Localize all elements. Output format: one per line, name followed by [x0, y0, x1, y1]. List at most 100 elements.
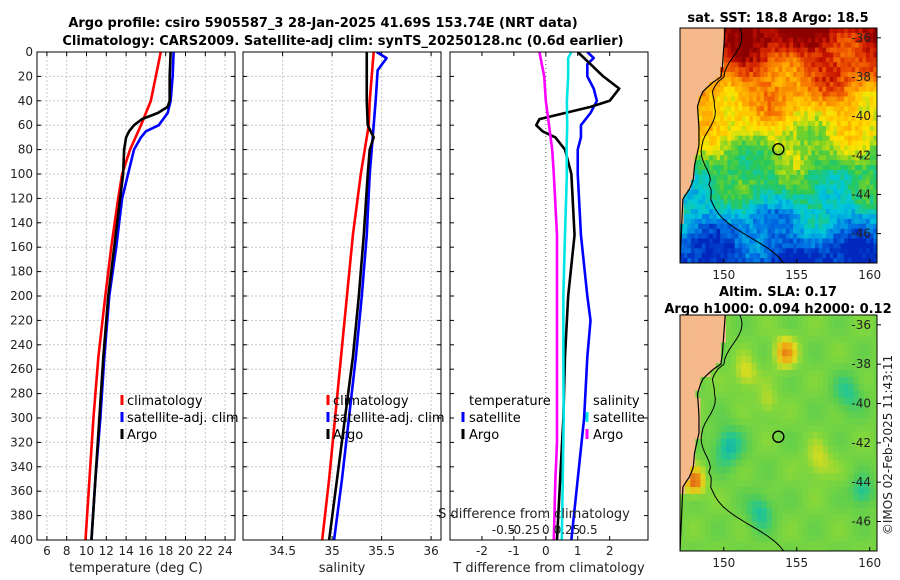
map-cell	[789, 184, 794, 191]
map-cell	[680, 165, 685, 171]
map-cell	[736, 466, 742, 474]
map-cell	[777, 356, 783, 364]
map-cell	[712, 179, 718, 186]
map-cell	[716, 174, 721, 181]
map-cell	[851, 223, 856, 230]
map-cell	[701, 233, 707, 240]
map-cell	[694, 81, 699, 88]
map-cell	[833, 106, 838, 112]
map-cell	[862, 204, 867, 210]
map-cell	[792, 370, 799, 378]
map-cell	[698, 86, 703, 93]
map-cell	[825, 243, 831, 249]
map-cell	[787, 321, 793, 330]
map-cell	[807, 233, 812, 240]
map-cell	[823, 500, 829, 509]
map-cell	[796, 194, 801, 200]
map-cell	[807, 194, 812, 200]
map-cell	[771, 140, 776, 147]
map-cell	[705, 315, 712, 323]
map-cell	[836, 37, 842, 44]
map-cell	[829, 140, 834, 147]
map-cell	[866, 28, 871, 34]
map-cell	[694, 199, 699, 205]
map-cell	[858, 493, 865, 502]
map-cell	[771, 111, 776, 117]
map-cell	[814, 160, 820, 166]
map-cell	[752, 28, 758, 34]
legend-label: Argo	[333, 428, 363, 443]
map-cell	[756, 438, 763, 447]
map-cell	[741, 459, 747, 468]
map-cell	[829, 145, 834, 151]
map-cell	[836, 62, 842, 68]
map-cell	[869, 194, 874, 200]
map-cell	[690, 363, 696, 371]
map-cell	[715, 473, 722, 481]
map-cell	[727, 111, 732, 117]
map-cell	[782, 335, 788, 344]
series-line-climatology	[320, 52, 375, 540]
map-cell	[766, 418, 773, 426]
map-cell	[741, 487, 747, 495]
map-cell	[705, 86, 710, 93]
map-cell	[751, 459, 758, 468]
map-cell	[751, 487, 758, 495]
map-cell	[731, 169, 736, 176]
map-cell	[873, 218, 877, 225]
map-cell	[771, 130, 776, 137]
map-cell	[705, 418, 712, 426]
map-cell	[800, 223, 805, 230]
map-cell	[869, 96, 874, 103]
map-cell	[797, 452, 804, 461]
map-cell	[802, 466, 809, 474]
map-cell	[807, 521, 814, 529]
map-cell	[716, 189, 721, 196]
map-cell	[690, 169, 696, 176]
map-cell	[723, 116, 729, 122]
map-cell	[712, 67, 718, 73]
map-cell	[756, 528, 763, 536]
map-cell	[802, 528, 809, 536]
map-cell	[812, 404, 819, 412]
map-cell	[829, 228, 834, 235]
map-cell	[844, 62, 849, 68]
map-cell	[807, 42, 812, 49]
map-cell	[840, 140, 845, 147]
map-cell	[829, 233, 834, 240]
map-cell	[796, 233, 801, 240]
map-cell	[734, 67, 739, 73]
map-cell	[701, 57, 707, 63]
map-cell	[760, 101, 765, 107]
map-cell	[796, 81, 801, 88]
map-cell	[761, 432, 768, 440]
map-cell	[731, 218, 736, 225]
map-cell	[763, 258, 769, 263]
map-cell	[745, 238, 750, 245]
map-cell	[709, 135, 714, 142]
map-cell	[777, 425, 783, 433]
map-cell	[843, 404, 850, 412]
map-cell	[853, 363, 860, 371]
map-cell	[843, 321, 850, 330]
map-cell	[868, 418, 875, 426]
map-cell	[833, 528, 839, 536]
map-cell	[869, 72, 874, 78]
map-cell	[710, 466, 717, 474]
map-cell	[853, 335, 860, 344]
map-cell	[800, 228, 805, 235]
map-cell	[858, 52, 864, 58]
map-cell	[822, 199, 827, 205]
map-cell	[853, 445, 860, 454]
map-cell	[848, 535, 855, 543]
map-cell	[767, 81, 772, 88]
map-cell	[705, 549, 712, 551]
map-cell	[778, 199, 783, 205]
map-cell	[741, 445, 747, 454]
map-cell	[825, 121, 831, 127]
map-cell	[833, 473, 839, 481]
map-cell	[789, 243, 794, 249]
x-tick-label: 35.5	[368, 544, 395, 558]
map-cell	[731, 243, 736, 249]
map-cell	[807, 507, 814, 516]
